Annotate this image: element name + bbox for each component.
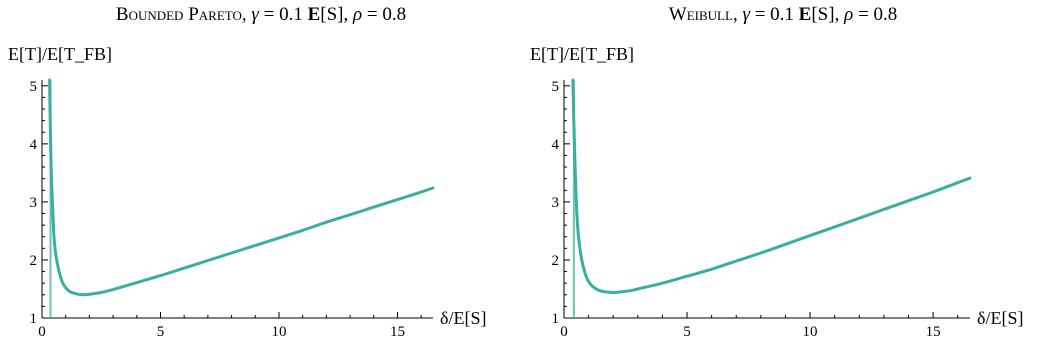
title-prefix: Weibull	[668, 4, 733, 25]
series-line	[48, 78, 435, 297]
y-tick-label: 2	[552, 253, 560, 269]
title-param-symbol: γ	[251, 4, 259, 25]
y-tick-label: 4	[30, 137, 38, 153]
title-prefix: Bounded Pareto	[115, 4, 242, 25]
y-tick-label: 5	[30, 79, 38, 95]
chart-title: Bounded Pareto, γ = 0.1 E[S], ρ = 0.8	[115, 4, 407, 25]
x-tick-label: 10	[803, 324, 818, 340]
chart-title: Weibull, γ = 0.1 E[S], ρ = 0.8	[668, 4, 898, 25]
title-param-value: 0.1	[279, 4, 303, 25]
x-tick-label: 0	[560, 324, 568, 340]
y-tick-label: 4	[552, 137, 560, 153]
title-param-symbol: ρ	[353, 4, 363, 25]
title-param-value: 0.8	[382, 4, 407, 25]
x-tick-label: 10	[271, 324, 286, 340]
x-tick-label: 0	[38, 324, 46, 340]
plot-area: 0 5 10 15 1 2 3 4 5	[30, 78, 435, 340]
title-param-unit-bold: E	[798, 4, 812, 25]
chart-panel-weibull: Weibull, γ = 0.1 E[S], ρ = 0.8 E[T]/E[T_…	[522, 0, 1044, 349]
title-param-symbol: γ	[742, 4, 750, 25]
title-param-unit-rest: [S]	[320, 4, 344, 25]
y-tick-label: 1	[552, 311, 560, 327]
y-tick-label: 5	[552, 79, 560, 95]
y-axis-label: E[T]/E[T_FB]	[8, 44, 112, 64]
chart-panel-bounded-pareto: Bounded Pareto, γ = 0.1 E[S], ρ = 0.8 E[…	[0, 0, 522, 349]
y-tick-label: 2	[30, 253, 38, 269]
y-tick-label: 1	[30, 311, 38, 327]
title-param-unit-bold: E	[307, 4, 321, 25]
plot-area: 0 5 10 15 1 2 3 4 5	[552, 78, 972, 340]
x-tick-label: 15	[926, 324, 941, 340]
title-param-symbol: ρ	[844, 4, 854, 25]
title-param-value: 0.8	[873, 4, 898, 25]
title-param-unit-rest: [S]	[811, 4, 835, 25]
x-tick-label: 5	[683, 324, 691, 340]
y-axis-label: E[T]/E[T_FB]	[530, 44, 634, 64]
x-tick-label: 5	[157, 324, 165, 340]
x-tick-label: 15	[390, 324, 405, 340]
y-tick-label: 3	[552, 195, 560, 211]
y-tick-label: 3	[30, 195, 38, 211]
series-line	[571, 78, 972, 294]
x-axis-label: δ/E[S]	[440, 308, 487, 328]
title-param-value: 0.1	[770, 4, 794, 25]
x-axis-label: δ/E[S]	[977, 308, 1024, 328]
